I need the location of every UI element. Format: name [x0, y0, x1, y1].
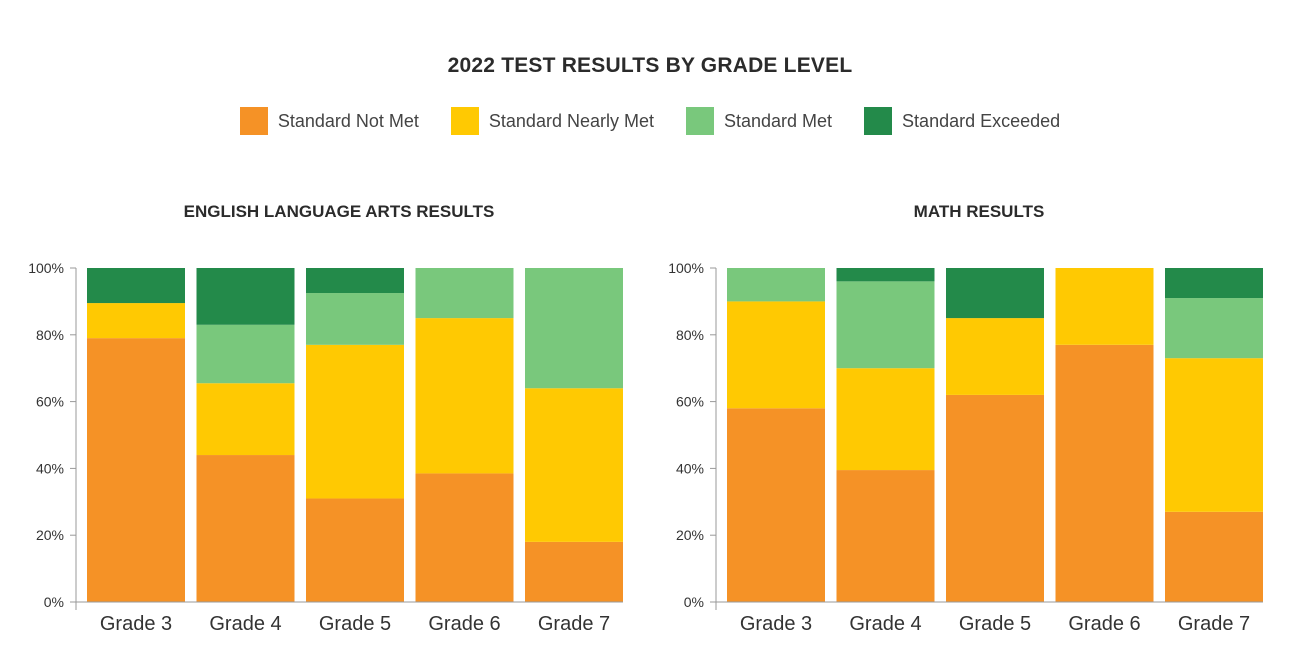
- math-bar-grade-5-standard-exceeded: [946, 268, 1044, 319]
- math-y-tick-label-0: 0%: [684, 594, 704, 610]
- math-bar-grade-5-standard-nearly-met: [946, 318, 1044, 395]
- ela-x-tick-label-grade-3: Grade 3: [100, 613, 172, 635]
- legend-label-met: Standard Met: [723, 110, 833, 131]
- math-x-tick-label-grade-7: Grade 7: [1178, 613, 1250, 635]
- math-x-tick-label-grade-4: Grade 4: [849, 613, 921, 635]
- ela-bar-grade-7-standard-nearly-met: [525, 388, 623, 542]
- math-bar-grade-5-standard-not-met: [946, 394, 1044, 602]
- math-bar-grade-4-standard-not-met: [836, 470, 935, 602]
- ela-y-tick-label-0: 0%: [44, 594, 64, 610]
- math-bar-grade-7-standard-exceeded: [1165, 268, 1263, 299]
- math-y-tick-label-1: 20%: [676, 527, 704, 543]
- ela-bar-grade-5-standard-met: [306, 293, 404, 345]
- ela-y-tick-label-1: 20%: [36, 527, 64, 543]
- ela-bar-grade-3-standard-nearly-met: [87, 303, 185, 339]
- ela-bar-grade-6-standard-met: [415, 268, 514, 319]
- ela-bar-grade-4-standard-nearly-met: [196, 383, 295, 456]
- ela-bar-grade-5-standard-exceeded: [306, 268, 404, 294]
- math-bar-grade-3-standard-met: [727, 268, 825, 302]
- ela-x-tick-label-grade-6: Grade 6: [428, 613, 500, 635]
- legend-label-exceeded: Standard Exceeded: [902, 110, 1061, 131]
- math-bar-grade-6-standard-not-met: [1055, 344, 1154, 602]
- math-bar-grade-7-standard-met: [1165, 298, 1263, 359]
- ela-bar-grade-4-standard-met: [196, 324, 295, 384]
- legend-label-nearly-met: Standard Nearly Met: [488, 110, 654, 131]
- ela-bar-grade-6-standard-not-met: [415, 473, 514, 602]
- ela-bar-grade-5-standard-nearly-met: [306, 344, 404, 499]
- math-x-tick-label-grade-3: Grade 3: [740, 613, 812, 635]
- ela-chart-title: ENGLISH LANGUAGE ARTS RESULTS: [184, 202, 495, 221]
- legend-swatch-exceeded: [864, 107, 893, 135]
- chart-main-title: 2022 TEST RESULTS BY GRADE LEVEL: [447, 54, 853, 77]
- legend-swatch-met: [685, 107, 714, 135]
- ela-bar-grade-4-standard-not-met: [196, 455, 295, 602]
- ela-y-tick-label-5: 100%: [28, 260, 64, 276]
- math-x-tick-label-grade-5: Grade 5: [959, 613, 1031, 635]
- math-bar-grade-6-standard-nearly-met: [1055, 268, 1154, 345]
- legend-item-met: Standard Met: [685, 107, 833, 135]
- math-bar-grade-3-standard-not-met: [727, 408, 825, 602]
- ela-y-tick-label-2: 40%: [36, 460, 64, 476]
- legend-swatch-nearly-met: [450, 107, 479, 135]
- ela-bar-grade-6-standard-nearly-met: [415, 318, 514, 474]
- ela-bar-grade-4-standard-exceeded: [196, 268, 295, 325]
- math-bar-grade-3-standard-nearly-met: [727, 301, 825, 409]
- math-bar-grade-7-standard-not-met: [1165, 511, 1263, 602]
- math-x-tick-label-grade-6: Grade 6: [1068, 613, 1140, 635]
- ela-y-tick-label-3: 60%: [36, 394, 64, 410]
- ela-bar-grade-7-standard-met: [525, 268, 623, 389]
- math-chart-title: MATH RESULTS: [914, 202, 1045, 221]
- legend-item-exceeded: Standard Exceeded: [864, 107, 1060, 135]
- legend-item-not-met: Standard Not Met: [239, 107, 419, 135]
- ela-x-tick-label-grade-7: Grade 7: [538, 613, 610, 635]
- legend: Standard Not Met Standard Nearly Met Sta…: [0, 107, 1300, 135]
- ela-bar-grade-3-standard-exceeded: [87, 268, 185, 304]
- math-bar-grade-4-standard-nearly-met: [836, 368, 935, 471]
- ela-x-tick-label-grade-4: Grade 4: [209, 613, 281, 635]
- ela-y-tick-label-4: 80%: [36, 327, 64, 343]
- legend-swatch-not-met: [239, 107, 268, 135]
- legend-label-not-met: Standard Not Met: [277, 110, 419, 131]
- math-y-tick-label-5: 100%: [668, 260, 704, 276]
- math-y-tick-label-2: 40%: [676, 460, 704, 476]
- math-bar-grade-7-standard-nearly-met: [1165, 358, 1263, 512]
- math-bar-grade-4-standard-met: [836, 281, 935, 369]
- math-y-tick-label-4: 80%: [676, 327, 704, 343]
- ela-bar-grade-7-standard-not-met: [525, 541, 623, 602]
- ela-bar-grade-3-standard-not-met: [87, 338, 185, 602]
- legend-item-nearly-met: Standard Nearly Met: [450, 107, 654, 135]
- ela-x-tick-label-grade-5: Grade 5: [319, 613, 391, 635]
- ela-bar-grade-5-standard-not-met: [306, 498, 404, 602]
- math-y-tick-label-3: 60%: [676, 394, 704, 410]
- math-bar-grade-4-standard-exceeded: [836, 268, 935, 282]
